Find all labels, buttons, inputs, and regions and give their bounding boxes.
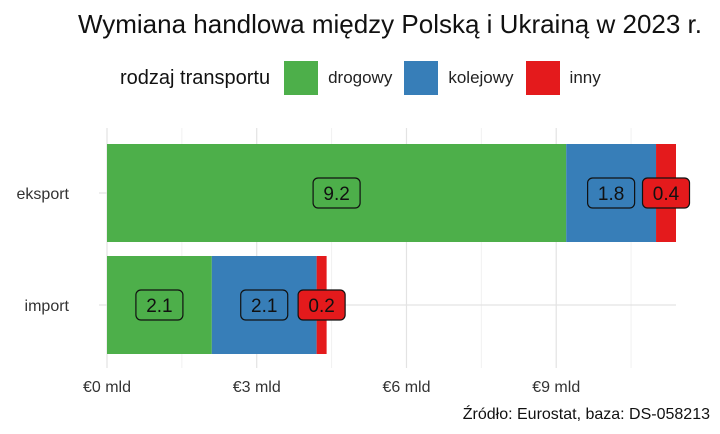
legend-label-drogowy: drogowy [328,68,393,87]
legend-key-inny [525,61,560,95]
legend-title: rodzaj transportu [120,66,271,89]
legend-item-kolejowy: kolejowy [404,61,514,95]
data-label-drogowy-eksport: 9.2 [323,184,349,205]
data-label-box-kolejowy-import [240,289,289,321]
data-label-inny-import: 0.2 [308,296,334,317]
data-label-box-kolejowy-eksport [587,177,636,209]
legend-item-inny: inny [525,61,601,95]
y-tick-label-import: import [25,298,70,315]
data-label-kolejowy-import: 2.1 [251,296,277,317]
x-tick-label: €0 mld [83,379,131,396]
chart-title: Wymiana handlowa między Polską i Ukrainą… [77,9,702,39]
legend-key-kolejowy [404,61,439,95]
data-label-box-drogowy-eksport [312,177,361,209]
legend: rodzaj transportu drogowy kolejowy inny [120,58,613,98]
data-label-box-drogowy-import [135,289,184,321]
data-label-drogowy-import: 2.1 [146,296,172,317]
y-tick-label-eksport: eksport [17,186,70,203]
legend-label-kolejowy: kolejowy [448,68,514,87]
legend-item-drogowy: drogowy [284,61,392,95]
data-label-kolejowy-eksport: 1.8 [598,184,624,205]
data-label-box-inny-eksport [641,177,691,209]
legend-label-inny: inny [569,68,601,87]
data-label-inny-eksport: 0.4 [653,184,680,205]
x-tick-label: €3 mld [233,379,281,396]
x-tick-label: €9 mld [532,379,580,396]
x-tick-label: €6 mld [382,379,430,396]
legend-key-drogowy [284,61,319,95]
source-caption: Źródło: Eurostat, baza: DS-058213 [462,406,710,423]
data-label-box-inny-import [297,289,346,321]
